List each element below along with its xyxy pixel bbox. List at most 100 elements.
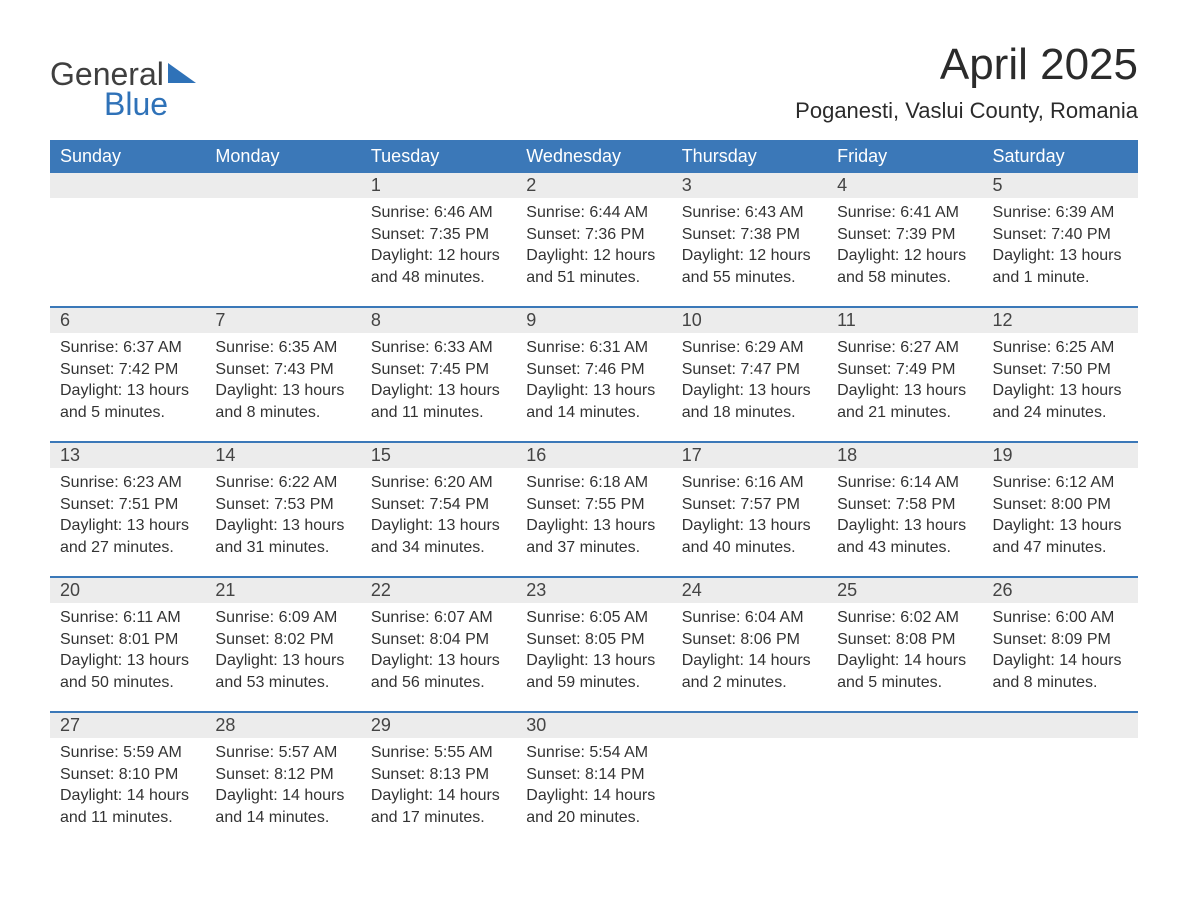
sunrise-text: Sunrise: 6:02 AM [837,607,972,629]
day-info: Sunrise: 6:05 AMSunset: 8:05 PMDaylight:… [526,603,661,703]
day-number-cell: 24 [672,577,827,603]
day-cell: Sunrise: 6:14 AMSunset: 7:58 PMDaylight:… [827,468,982,577]
day-info-row: Sunrise: 6:11 AMSunset: 8:01 PMDaylight:… [50,603,1138,712]
day-cell: Sunrise: 5:57 AMSunset: 8:12 PMDaylight:… [205,738,360,846]
sunrise-text: Sunrise: 6:12 AM [993,472,1128,494]
sunrise-text: Sunrise: 6:20 AM [371,472,506,494]
day-number-row: 6789101112 [50,307,1138,333]
daylight-text: Daylight: 13 hours and 47 minutes. [993,515,1128,558]
day-info-row: Sunrise: 6:23 AMSunset: 7:51 PMDaylight:… [50,468,1138,577]
sunset-text: Sunset: 7:35 PM [371,224,506,246]
day-info: Sunrise: 6:14 AMSunset: 7:58 PMDaylight:… [837,468,972,568]
day-number-cell: 15 [361,442,516,468]
sunset-text: Sunset: 7:47 PM [682,359,817,381]
day-cell: Sunrise: 6:05 AMSunset: 8:05 PMDaylight:… [516,603,671,712]
daylight-text: Daylight: 13 hours and 43 minutes. [837,515,972,558]
day-info: Sunrise: 6:00 AMSunset: 8:09 PMDaylight:… [993,603,1128,703]
sunrise-text: Sunrise: 5:54 AM [526,742,661,764]
day-cell: Sunrise: 6:16 AMSunset: 7:57 PMDaylight:… [672,468,827,577]
daylight-text: Daylight: 14 hours and 2 minutes. [682,650,817,693]
day-number-cell: 8 [361,307,516,333]
sunset-text: Sunset: 7:42 PM [60,359,195,381]
sunrise-text: Sunrise: 6:25 AM [993,337,1128,359]
day-number-cell: 11 [827,307,982,333]
day-info: Sunrise: 6:35 AMSunset: 7:43 PMDaylight:… [215,333,350,433]
sunset-text: Sunset: 8:08 PM [837,629,972,651]
sunset-text: Sunset: 7:39 PM [837,224,972,246]
daylight-text: Daylight: 13 hours and 27 minutes. [60,515,195,558]
day-cell: Sunrise: 6:37 AMSunset: 7:42 PMDaylight:… [50,333,205,442]
month-title: April 2025 [795,40,1138,90]
day-cell: Sunrise: 6:33 AMSunset: 7:45 PMDaylight:… [361,333,516,442]
day-number-cell: 4 [827,173,982,198]
sunset-text: Sunset: 7:46 PM [526,359,661,381]
daylight-text: Daylight: 13 hours and 11 minutes. [371,380,506,423]
day-cell: Sunrise: 6:44 AMSunset: 7:36 PMDaylight:… [516,198,671,307]
daylight-text: Daylight: 13 hours and 5 minutes. [60,380,195,423]
location-label: Poganesti, Vaslui County, Romania [795,98,1138,124]
sunrise-text: Sunrise: 6:43 AM [682,202,817,224]
day-number-cell: 6 [50,307,205,333]
day-cell: Sunrise: 5:59 AMSunset: 8:10 PMDaylight:… [50,738,205,846]
day-number-row: 20212223242526 [50,577,1138,603]
day-number-row: 27282930 [50,712,1138,738]
day-number-cell: 16 [516,442,671,468]
day-info: Sunrise: 6:25 AMSunset: 7:50 PMDaylight:… [993,333,1128,433]
day-info: Sunrise: 6:07 AMSunset: 8:04 PMDaylight:… [371,603,506,703]
day-number-cell: 27 [50,712,205,738]
sunset-text: Sunset: 7:45 PM [371,359,506,381]
day-info: Sunrise: 6:33 AMSunset: 7:45 PMDaylight:… [371,333,506,433]
weekday-header: Sunday [50,140,205,173]
sunrise-text: Sunrise: 6:39 AM [993,202,1128,224]
daylight-text: Daylight: 13 hours and 59 minutes. [526,650,661,693]
day-number-cell: 9 [516,307,671,333]
day-number-cell: 30 [516,712,671,738]
sunset-text: Sunset: 8:09 PM [993,629,1128,651]
weekday-header: Friday [827,140,982,173]
sunset-text: Sunset: 8:02 PM [215,629,350,651]
daylight-text: Daylight: 13 hours and 24 minutes. [993,380,1128,423]
daylight-text: Daylight: 13 hours and 37 minutes. [526,515,661,558]
day-number-cell [205,173,360,198]
sunrise-text: Sunrise: 6:41 AM [837,202,972,224]
day-cell: Sunrise: 6:11 AMSunset: 8:01 PMDaylight:… [50,603,205,712]
day-info-row: Sunrise: 6:46 AMSunset: 7:35 PMDaylight:… [50,198,1138,307]
daylight-text: Daylight: 14 hours and 5 minutes. [837,650,972,693]
day-info: Sunrise: 6:11 AMSunset: 8:01 PMDaylight:… [60,603,195,703]
day-cell: Sunrise: 5:54 AMSunset: 8:14 PMDaylight:… [516,738,671,846]
day-number-cell: 1 [361,173,516,198]
sunset-text: Sunset: 8:05 PM [526,629,661,651]
sunset-text: Sunset: 7:55 PM [526,494,661,516]
sunrise-text: Sunrise: 6:04 AM [682,607,817,629]
daylight-text: Daylight: 13 hours and 31 minutes. [215,515,350,558]
sunrise-text: Sunrise: 6:05 AM [526,607,661,629]
sunrise-text: Sunrise: 6:29 AM [682,337,817,359]
title-block: April 2025 Poganesti, Vaslui County, Rom… [795,40,1138,124]
daylight-text: Daylight: 14 hours and 8 minutes. [993,650,1128,693]
day-number-cell: 10 [672,307,827,333]
day-number-cell: 2 [516,173,671,198]
day-info: Sunrise: 6:18 AMSunset: 7:55 PMDaylight:… [526,468,661,568]
day-cell [672,738,827,846]
day-info-row: Sunrise: 6:37 AMSunset: 7:42 PMDaylight:… [50,333,1138,442]
day-cell: Sunrise: 5:55 AMSunset: 8:13 PMDaylight:… [361,738,516,846]
day-info: Sunrise: 6:16 AMSunset: 7:57 PMDaylight:… [682,468,817,568]
sunset-text: Sunset: 7:58 PM [837,494,972,516]
day-number-row: 13141516171819 [50,442,1138,468]
day-info-row: Sunrise: 5:59 AMSunset: 8:10 PMDaylight:… [50,738,1138,846]
day-info: Sunrise: 6:39 AMSunset: 7:40 PMDaylight:… [993,198,1128,298]
day-cell: Sunrise: 6:31 AMSunset: 7:46 PMDaylight:… [516,333,671,442]
day-info: Sunrise: 6:43 AMSunset: 7:38 PMDaylight:… [682,198,817,298]
day-cell: Sunrise: 6:39 AMSunset: 7:40 PMDaylight:… [983,198,1138,307]
day-number-cell [672,712,827,738]
sunrise-text: Sunrise: 6:00 AM [993,607,1128,629]
sunrise-text: Sunrise: 6:35 AM [215,337,350,359]
day-cell: Sunrise: 6:12 AMSunset: 8:00 PMDaylight:… [983,468,1138,577]
daylight-text: Daylight: 13 hours and 53 minutes. [215,650,350,693]
day-number-cell: 7 [205,307,360,333]
day-number-row: 12345 [50,173,1138,198]
daylight-text: Daylight: 12 hours and 51 minutes. [526,245,661,288]
day-number-cell: 25 [827,577,982,603]
daylight-text: Daylight: 13 hours and 21 minutes. [837,380,972,423]
day-info: Sunrise: 5:54 AMSunset: 8:14 PMDaylight:… [526,738,661,838]
